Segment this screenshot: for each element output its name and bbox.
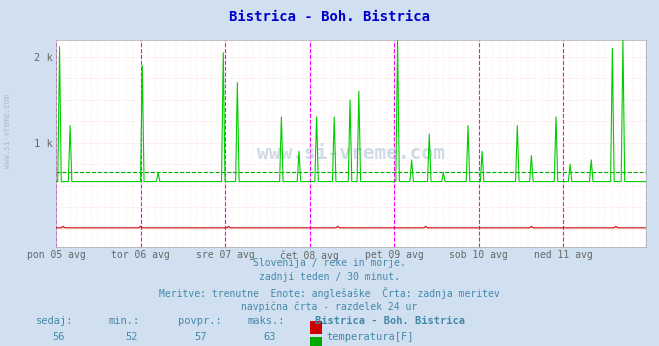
Text: navpična črta - razdelek 24 ur: navpična črta - razdelek 24 ur — [241, 301, 418, 312]
Text: www.si-vreme.com: www.si-vreme.com — [3, 94, 13, 169]
Text: Slovenija / reke in morje.: Slovenija / reke in morje. — [253, 258, 406, 268]
Text: www.si-vreme.com: www.si-vreme.com — [257, 145, 445, 163]
Text: povpr.:: povpr.: — [178, 316, 221, 326]
Text: Meritve: trenutne  Enote: anglešaške  Črta: zadnja meritev: Meritve: trenutne Enote: anglešaške Črta… — [159, 287, 500, 299]
Text: 63: 63 — [264, 332, 276, 342]
Text: 52: 52 — [125, 332, 138, 342]
Text: Bistrica - Boh. Bistrica: Bistrica - Boh. Bistrica — [229, 10, 430, 24]
Text: temperatura[F]: temperatura[F] — [327, 332, 415, 342]
Text: 56: 56 — [53, 332, 65, 342]
Text: sedaj:: sedaj: — [36, 316, 74, 326]
Text: Bistrica - Boh. Bistrica: Bistrica - Boh. Bistrica — [315, 316, 465, 326]
Text: 57: 57 — [194, 332, 207, 342]
Text: min.:: min.: — [109, 316, 140, 326]
Text: maks.:: maks.: — [247, 316, 285, 326]
Text: zadnji teden / 30 minut.: zadnji teden / 30 minut. — [259, 272, 400, 282]
